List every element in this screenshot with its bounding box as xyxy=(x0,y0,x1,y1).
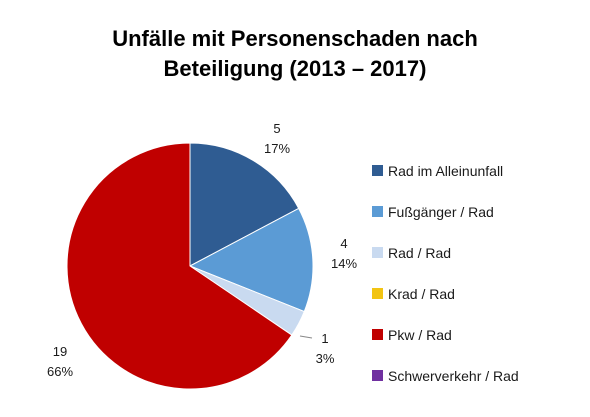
leader-line-rad-rad xyxy=(299,335,313,339)
data-label-percent-2: 14% xyxy=(331,256,357,271)
pie-slice-2 xyxy=(188,207,314,313)
legend-label-4: Krad / Rad xyxy=(388,285,455,302)
pie-slices xyxy=(66,142,314,390)
data-label-percent-5: 66% xyxy=(47,364,73,379)
legend-swatch-2 xyxy=(372,206,383,217)
pie-slice-5 xyxy=(66,142,293,390)
legend-item-6: Schwerverkehr / Rad xyxy=(372,355,519,396)
chart-legend: Rad im Alleinunfall Fußgänger / Rad Rad / … xyxy=(372,150,519,396)
legend-item-5: Pkw / Rad xyxy=(372,314,519,355)
legend-item-4: Krad / Rad xyxy=(372,273,519,314)
data-label-value-5: 19 xyxy=(53,344,67,359)
chart-title-line2: Beteiligung (2013 – 2017) xyxy=(163,56,427,81)
chart-title: Unfälle mit Personenschaden nach Beteili… xyxy=(0,24,590,84)
legend-label-6: Schwerverkehr / Rad xyxy=(388,367,519,384)
data-label-value-2: 4 xyxy=(340,236,347,251)
legend-label-5: Pkw / Rad xyxy=(388,326,452,343)
legend-item-3: Rad / Rad xyxy=(372,232,519,273)
data-labels: 5 17% 4 14% 1 3% 19 66% xyxy=(47,121,357,379)
legend-swatch-6 xyxy=(372,370,383,381)
pie-slice-1 xyxy=(189,142,300,267)
legend-swatch-4 xyxy=(372,288,383,299)
legend-label-2: Fußgänger / Rad xyxy=(388,203,494,220)
legend-swatch-3 xyxy=(372,247,383,258)
data-label-value-1: 5 xyxy=(273,121,280,136)
chart-title-line1: Unfälle mit Personenschaden nach xyxy=(112,26,478,51)
legend-label-3: Rad / Rad xyxy=(388,244,452,261)
legend-label-1: Rad im Alleinunfall xyxy=(388,162,504,179)
legend-item-2: Fußgänger / Rad xyxy=(372,191,519,232)
data-label-value-3: 1 xyxy=(321,331,328,346)
legend-item-1: Rad im Alleinunfall xyxy=(372,150,519,191)
legend-swatch-1 xyxy=(372,165,383,176)
data-label-percent-1: 17% xyxy=(264,141,290,156)
legend-swatch-5 xyxy=(372,329,383,340)
data-label-percent-3: 3% xyxy=(316,351,335,366)
